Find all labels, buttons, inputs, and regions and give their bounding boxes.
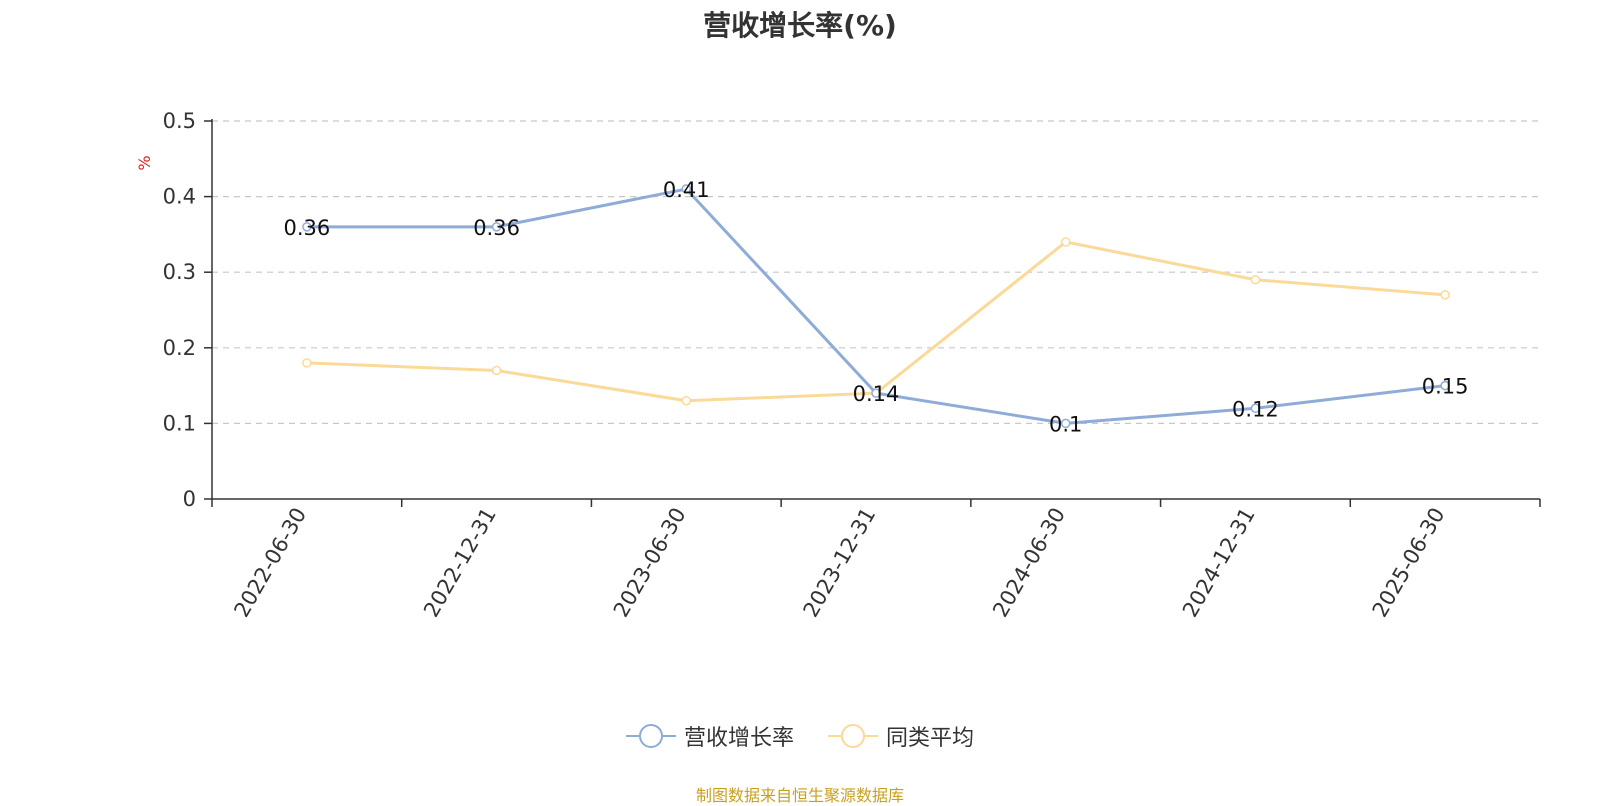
chart-title: 营收增长率(%) bbox=[703, 9, 897, 42]
data-label: 0.12 bbox=[1232, 397, 1279, 421]
series-line-2 bbox=[306, 240, 1446, 403]
data-point bbox=[302, 222, 312, 232]
source-note: 制图数据来自恒生聚源数据库 bbox=[695, 786, 904, 805]
legend-item-series-2[interactable]: 同类平均 bbox=[828, 720, 974, 752]
data-point bbox=[1440, 380, 1450, 391]
y-tick-label: 0.2 bbox=[163, 336, 196, 360]
data-point bbox=[491, 365, 502, 376]
data-point bbox=[681, 184, 692, 194]
data-point bbox=[1250, 275, 1261, 285]
legend-swatch-icon bbox=[828, 724, 878, 748]
data-point bbox=[1250, 403, 1261, 414]
x-tick-label: 2024-12-31 bbox=[1178, 504, 1260, 622]
data-label: 0.36 bbox=[283, 216, 330, 240]
y-tick-label: 0.3 bbox=[163, 260, 196, 284]
legend-label: 同类平均 bbox=[886, 726, 975, 751]
x-tick-label: 2022-12-31 bbox=[419, 503, 501, 621]
legend-label: 营收增长率 bbox=[683, 726, 794, 751]
data-label: 0.41 bbox=[663, 178, 710, 202]
data-labels: 0.36 0.36 0.41 0.14 0.1 0.12 0.15 bbox=[283, 178, 1468, 436]
series-lines bbox=[302, 184, 1450, 429]
x-tick-label: 2023-06-30 bbox=[609, 504, 691, 622]
data-point bbox=[1440, 290, 1450, 300]
y-tick-label: 0.1 bbox=[163, 411, 196, 435]
data-point bbox=[302, 358, 312, 368]
y-tick-label: 0 bbox=[183, 487, 196, 511]
legend-swatch-icon bbox=[625, 724, 676, 748]
data-point bbox=[681, 395, 692, 406]
x-tick-label: 2025-06-30 bbox=[1368, 504, 1450, 622]
y-tick-labels: 0 0.1 0.2 0.3 0.4 0.5 bbox=[163, 109, 196, 511]
y-tick-label: 0.4 bbox=[163, 185, 196, 209]
axes bbox=[204, 119, 1541, 507]
data-label: 0.14 bbox=[853, 382, 900, 406]
data-point bbox=[1060, 418, 1071, 429]
data-point bbox=[1060, 237, 1071, 247]
x-tick-label: 2023-12-31 bbox=[799, 504, 881, 622]
data-point bbox=[491, 222, 502, 232]
x-tick-label: 2022-06-30 bbox=[229, 504, 311, 622]
data-label: 0.36 bbox=[473, 216, 520, 240]
x-tick-label: 2024-06-30 bbox=[988, 504, 1070, 622]
legend-item-series-1[interactable]: 营收增长率 bbox=[625, 720, 794, 752]
legend: 营收增长率 同类平均 bbox=[0, 720, 1600, 752]
grid-lines bbox=[212, 120, 1540, 424]
y-tick-label: 0.5 bbox=[163, 109, 196, 133]
x-tick-labels: 2022-06-30 2022-12-31 2023-06-30 2023-12-31… bbox=[229, 503, 1449, 621]
data-point bbox=[871, 388, 881, 398]
y-axis-label: % bbox=[135, 155, 154, 170]
data-label: 0.15 bbox=[1422, 375, 1469, 399]
data-label: 0.1 bbox=[1049, 412, 1082, 436]
